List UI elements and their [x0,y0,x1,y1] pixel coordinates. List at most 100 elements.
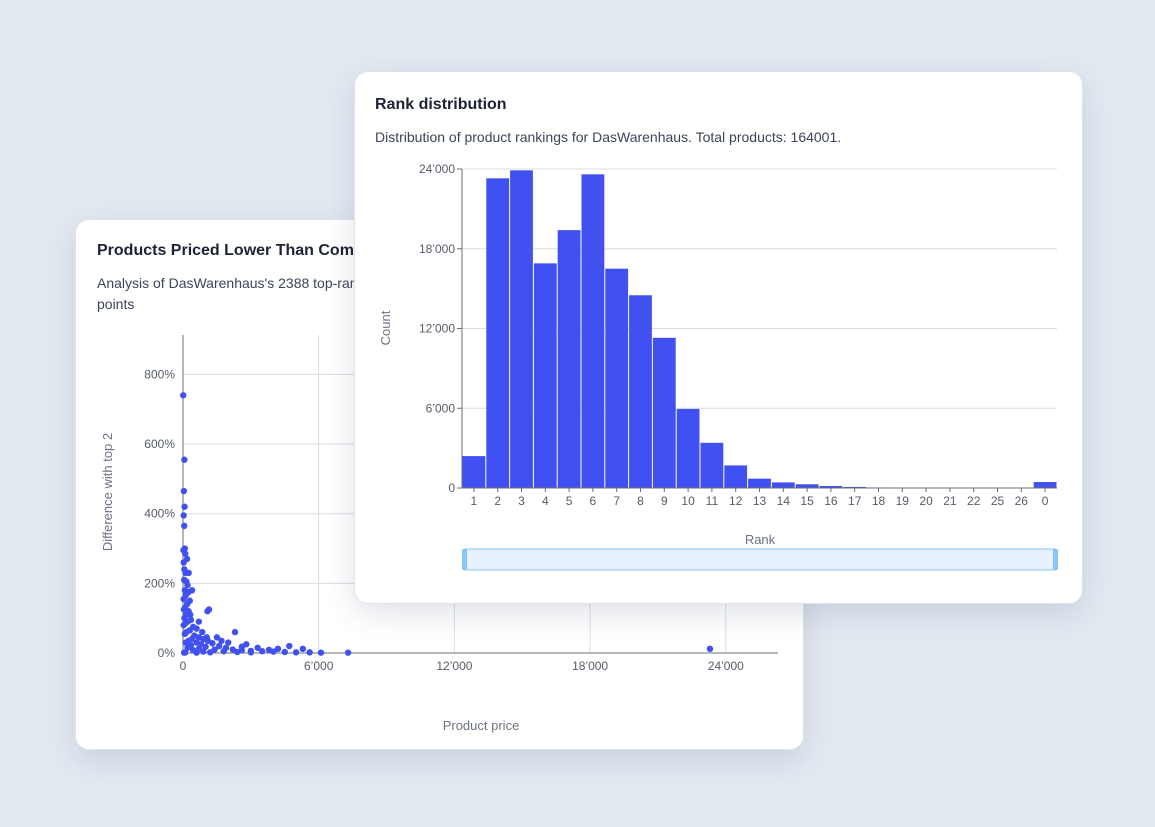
hist-x-tick-label: 19 [896,494,910,508]
scatter-x-tick-label: 18’000 [572,659,608,673]
scatter-point[interactable] [203,634,210,641]
hist-y-tick-label: 0 [448,481,455,495]
scatter-point[interactable] [180,649,188,656]
scatter-point[interactable] [238,643,246,650]
scatter-point[interactable] [299,645,307,653]
scatter-point[interactable] [181,630,189,638]
hist-bar[interactable] [700,442,724,488]
scatter-point[interactable] [188,587,196,594]
scatter-point[interactable] [204,608,211,615]
hist-x-tick-label: 26 [1015,494,1029,508]
hist-x-tick-label: 25 [991,494,1005,508]
hist-bar[interactable] [486,178,510,488]
scatter-point[interactable] [184,581,191,589]
hist-y-tick-label: 12’000 [419,322,455,336]
scatter-point[interactable] [200,648,207,655]
scatter-point[interactable] [225,639,232,646]
hist-x-tick-label: 9 [661,494,668,508]
scatter-point[interactable] [281,648,288,656]
rank-distribution-title: Rank distribution [375,96,507,113]
scatter-point[interactable] [247,649,255,656]
hist-bar[interactable] [533,263,557,488]
hist-x-tick-label: 10 [681,494,695,508]
hist-bar[interactable] [771,482,795,488]
scatter-point[interactable] [182,639,189,646]
scatter-point[interactable] [274,645,282,653]
scatter-point[interactable] [195,618,203,625]
scatter-y-axis-title: Difference with top 2 [100,433,115,551]
hist-bar[interactable] [795,484,819,488]
scatter-point[interactable] [180,621,187,629]
hist-x-tick-label: 5 [566,494,573,508]
scatter-card-title: Products Priced Lower Than Competitors [97,242,413,259]
scatter-y-tick-label: 0% [158,646,176,660]
hist-bar[interactable] [652,337,676,488]
scatter-x-tick-label: 12’000 [436,659,472,673]
hist-x-tick-label: 8 [637,494,644,508]
scatter-point[interactable] [180,487,188,495]
scatter-y-tick-label: 400% [144,507,175,521]
scatter-point[interactable] [706,645,714,653]
hist-range-slider-right-handle[interactable] [1053,549,1058,570]
scatter-point[interactable] [317,649,325,656]
hist-bar[interactable] [581,174,605,489]
hist-bar[interactable] [724,465,748,488]
hist-bar[interactable] [605,268,629,488]
rank-distribution-description: Distribution of product rankings for Das… [375,129,842,145]
hist-x-tick-label: 4 [542,494,549,508]
hist-bar[interactable] [510,170,533,488]
hist-y-tick-label: 18’000 [419,242,455,256]
hist-bar[interactable] [676,408,700,488]
scatter-point[interactable] [181,522,188,530]
scatter-point[interactable] [180,392,187,399]
scatter-point[interactable] [254,644,261,651]
hist-range-slider[interactable] [462,548,1058,571]
hist-bar[interactable] [748,478,771,488]
scatter-point[interactable] [182,550,189,557]
hist-x-tick-label: 17 [848,494,862,508]
scatter-point[interactable] [183,555,191,563]
scatter-point[interactable] [234,648,241,656]
scatter-point[interactable] [206,649,214,656]
scatter-point[interactable] [202,643,209,650]
scatter-point[interactable] [213,634,221,641]
hist-bar[interactable] [629,295,652,488]
hist-x-tick-label: 6 [590,494,597,508]
scatter-point[interactable] [193,625,200,632]
scatter-point[interactable] [215,642,223,650]
scatter-point[interactable] [286,642,293,650]
hist-x-tick-label: 13 [753,494,767,508]
hist-bar[interactable] [557,230,581,488]
hist-y-tick-label: 6’000 [426,401,456,415]
scatter-point[interactable] [258,648,266,655]
scatter-y-tick-label: 200% [144,576,175,590]
scatter-point[interactable] [193,649,200,656]
scatter-point[interactable] [187,611,194,618]
scatter-point[interactable] [231,628,239,636]
scatter-point[interactable] [185,569,192,577]
hist-x-tick-label: 21 [943,494,957,508]
hist-x-tick-label: 1 [471,494,478,508]
hist-bar[interactable] [843,486,867,488]
scatter-point[interactable] [180,512,187,519]
hist-bar[interactable] [1033,482,1057,488]
scatter-point[interactable] [220,648,227,655]
scatter-point[interactable] [209,640,216,647]
scatter-point[interactable] [218,637,225,645]
scatter-point[interactable] [181,456,188,463]
hist-bar[interactable] [462,456,486,488]
scatter-point[interactable] [265,646,273,654]
scatter-point[interactable] [180,595,187,603]
hist-x-tick-label: 20 [919,494,933,508]
scatter-point[interactable] [292,649,300,656]
scatter-point[interactable] [181,503,188,510]
scatter-chart[interactable]: 0% 200% 400% 600% 800% 0 6’000 12’000 18’000 24’0… [76,220,803,749]
hist-range-slider-left-handle[interactable] [462,549,467,570]
hist-x-tick-label: 22 [967,494,981,508]
scatter-x-tick-label: 24’000 [708,659,744,673]
scatter-point[interactable] [199,628,206,636]
scatter-point[interactable] [306,649,313,656]
hist-bar[interactable] [819,486,843,488]
scatter-point[interactable] [344,649,352,656]
